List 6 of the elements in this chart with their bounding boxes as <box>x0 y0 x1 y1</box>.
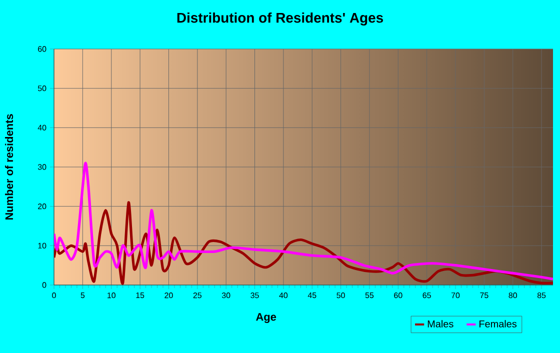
chart-title: Distribution of Residents' Ages <box>177 12 383 26</box>
legend-label: Females <box>480 320 517 328</box>
y-axis-title: Number of residents <box>5 114 14 220</box>
line-series <box>54 162 554 280</box>
legend-label: Males <box>428 320 454 328</box>
x-axis-title: Age <box>256 313 276 323</box>
